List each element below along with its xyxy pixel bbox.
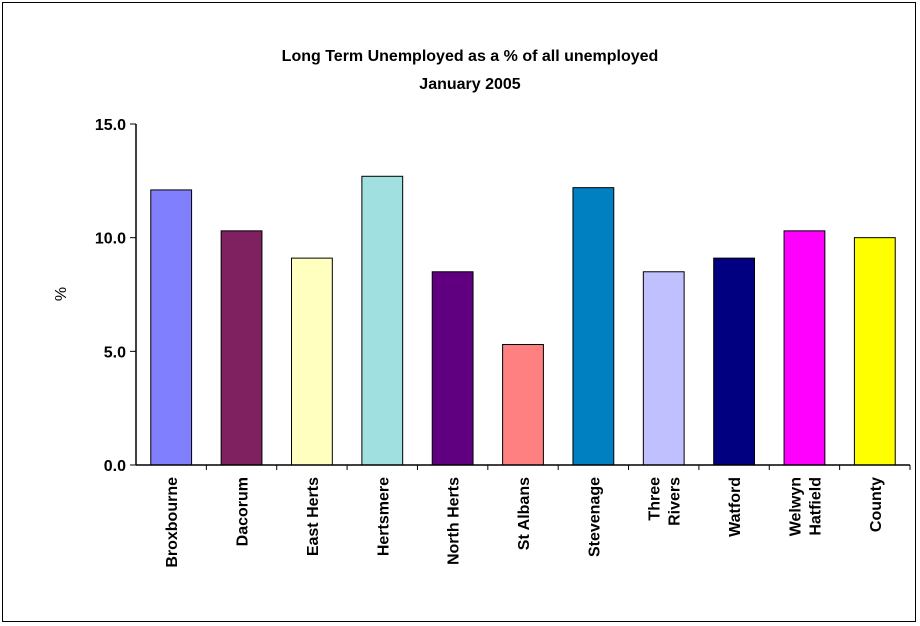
bar [572, 187, 615, 466]
x-tick-label: St Albans [516, 477, 533, 550]
bar [220, 230, 263, 466]
bar [783, 230, 826, 466]
x-tick-label: East Herts [305, 477, 322, 556]
x-tick-label: Welwyn [787, 477, 804, 536]
x-tick-label: Dacorum [235, 477, 252, 546]
x-tick-label: Rivers [667, 477, 684, 526]
y-tick-label: 5.0 [104, 344, 126, 361]
bar [642, 271, 685, 466]
x-tick-label: Three [647, 477, 664, 521]
x-tick-label: North Herts [446, 477, 463, 565]
x-tick-label: Stevenage [586, 477, 603, 557]
x-tick-label: County [868, 477, 885, 532]
y-axis-ticks: 0.0 5.0 10.0 15.0 [95, 117, 136, 475]
bar [150, 189, 193, 466]
bar [361, 175, 404, 466]
x-axis-labels: Broxbourne Dacorum East Herts Hertsmere Nort… [164, 465, 911, 568]
x-tick-label: Hatfield [807, 477, 824, 536]
x-tick-label: Hertsmere [375, 477, 392, 556]
bar [713, 257, 755, 466]
bar [853, 237, 896, 466]
x-tick-label: Broxbourne [164, 477, 181, 568]
chart-subtitle: January 2005 [419, 76, 521, 93]
y-tick-label: 0.0 [104, 458, 126, 475]
y-axis-label: % [53, 287, 70, 301]
y-tick-label: 10.0 [95, 231, 126, 248]
x-tick-label: Watford [727, 477, 744, 537]
bar [291, 257, 333, 466]
chart-title: Long Term Unemployed as a % of all unemp… [282, 48, 659, 65]
bar [431, 271, 474, 466]
y-tick-label: 15.0 [95, 117, 126, 134]
bars [150, 175, 896, 466]
bar [502, 344, 544, 466]
